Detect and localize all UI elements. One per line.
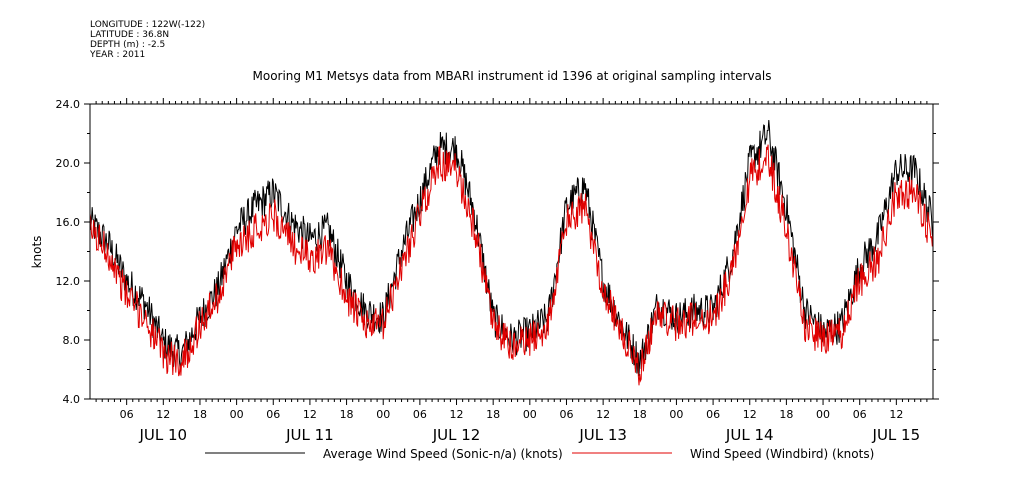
x-tick-label: 00 (230, 408, 244, 421)
y-tick-label: 12.0 (56, 275, 81, 288)
x-day-label: JUL 11 (285, 426, 334, 444)
series-line-2 (89, 144, 934, 386)
x-day-label: JUL 12 (432, 426, 481, 444)
x-tick-label: 00 (376, 408, 390, 421)
x-tick-label: 12 (156, 408, 170, 421)
x-tick-label: 12 (743, 408, 757, 421)
x-tick-label: 06 (266, 408, 280, 421)
chart-title: Mooring M1 Metsys data from MBARI instru… (253, 69, 772, 83)
x-tick-label: 06 (853, 408, 867, 421)
x-tick-label: 18 (779, 408, 793, 421)
legend-label-1: Average Wind Speed (Sonic-n/a) (knots) (323, 447, 563, 461)
x-tick-label: 18 (193, 408, 207, 421)
year-text: YEAR : 2011 (90, 50, 146, 60)
legend: Average Wind Speed (Sonic-n/a) (knots) Wi… (205, 447, 874, 461)
longitude-text: LONGITUDE : 122W(-122) (90, 20, 206, 30)
latitude-text: LATITUDE : 36.8N (90, 30, 170, 40)
x-day-label: JUL 15 (872, 426, 921, 444)
x-tick-label: 00 (669, 408, 683, 421)
x-tick-label: 18 (486, 408, 500, 421)
y-tick-label: 24.0 (56, 98, 81, 111)
x-tick-label: 12 (303, 408, 317, 421)
x-tick-label: 00 (816, 408, 830, 421)
plot-frame (89, 103, 934, 400)
x-tick-label: 06 (706, 408, 720, 421)
x-day-label: JUL 10 (138, 426, 187, 444)
axis-ticks: 4.0 8.0 12.0 16.0 20.0 24.0 06 12 18 00 06 12 18 00 06… (56, 98, 939, 444)
x-tick-label: 06 (413, 408, 427, 421)
depth-text: DEPTH (m) : -2.5 (90, 40, 166, 50)
x-tick-label: 06 (559, 408, 573, 421)
series-lines (89, 119, 934, 386)
y-tick-label: 8.0 (63, 334, 81, 347)
series-line-1 (89, 119, 934, 377)
x-day-label: JUL 14 (725, 426, 774, 444)
x-tick-label: 00 (523, 408, 537, 421)
x-tick-label: 12 (596, 408, 610, 421)
y-tick-label: 20.0 (56, 157, 81, 170)
mooring-metadata: LONGITUDE : 122W(-122) LATITUDE : 36.8N … (90, 20, 205, 60)
x-day-label: JUL 13 (578, 426, 627, 444)
y-axis-label: knots (30, 236, 44, 269)
y-tick-label: 4.0 (63, 393, 81, 406)
x-tick-label: 18 (633, 408, 647, 421)
legend-label-2: Wind Speed (Windbird) (knots) (690, 447, 874, 461)
x-tick-label: 06 (120, 408, 134, 421)
x-tick-label: 18 (340, 408, 354, 421)
x-tick-label: 12 (450, 408, 464, 421)
x-tick-label: 12 (889, 408, 903, 421)
y-tick-label: 16.0 (56, 216, 81, 229)
